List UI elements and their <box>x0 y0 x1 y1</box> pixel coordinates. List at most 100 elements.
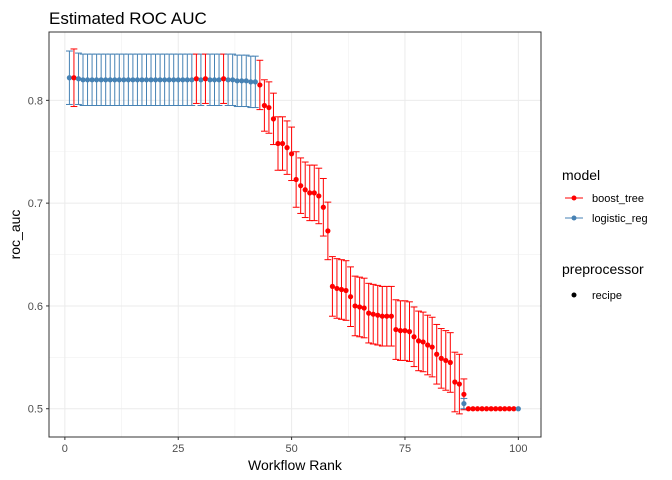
point-logistic_reg <box>98 77 104 83</box>
point-boost_tree <box>474 406 481 412</box>
point-logistic_reg <box>198 77 204 83</box>
point-boost_tree <box>338 286 345 293</box>
point-logistic_reg <box>139 77 145 83</box>
point-boost_tree <box>311 190 317 196</box>
point-logistic_reg <box>225 77 231 83</box>
point-boost_tree <box>302 187 308 193</box>
legend-label-boost-tree: boost_tree <box>592 193 644 205</box>
point-logistic_reg <box>89 77 95 83</box>
point-boost_tree <box>193 76 199 82</box>
point-logistic_reg <box>125 77 131 83</box>
point-boost_tree <box>465 406 472 412</box>
point-boost_tree <box>370 311 376 317</box>
point-logistic_reg <box>148 77 154 83</box>
point-boost_tree <box>397 328 404 334</box>
point-boost_tree <box>347 294 354 300</box>
point-boost_tree <box>456 381 462 387</box>
point-logistic_reg <box>134 77 141 83</box>
point-logistic_reg <box>121 77 127 83</box>
point-logistic_reg <box>207 77 213 83</box>
data-points <box>66 75 521 412</box>
point-boost_tree <box>288 151 295 157</box>
y-axis-title: roc_auc <box>7 210 23 260</box>
point-logistic_reg <box>461 400 467 407</box>
point-logistic_reg <box>162 77 168 83</box>
point-logistic_reg <box>234 78 240 84</box>
point-logistic_reg <box>75 76 82 82</box>
point-boost_tree <box>425 342 431 348</box>
point-logistic_reg <box>211 77 218 83</box>
legend-label-logistic-reg: logistic_reg <box>592 213 648 225</box>
x-axis-title: Workflow Rank <box>248 457 343 473</box>
x-tick-label: 0 <box>62 443 68 455</box>
point-boost_tree <box>375 312 381 318</box>
point-boost_tree <box>388 313 394 319</box>
point-logistic_reg <box>157 77 163 83</box>
y-tick-label: 0.8 <box>28 95 43 107</box>
point-boost_tree <box>202 76 209 82</box>
legend-shape-title: preprocessor <box>562 261 644 277</box>
legend-item-boost-tree: boost_tree <box>565 193 644 205</box>
x-tick-label: 75 <box>399 443 411 455</box>
point-boost_tree <box>497 406 503 412</box>
plot-panel-border <box>48 31 542 438</box>
point-boost_tree <box>71 75 77 81</box>
point-logistic_reg <box>239 78 245 84</box>
point-logistic_reg <box>180 77 186 83</box>
point-logistic_reg <box>171 77 177 83</box>
point-boost_tree <box>352 303 358 309</box>
point-boost_tree <box>384 313 390 319</box>
legend-item-logistic-reg: logistic_reg <box>565 213 648 225</box>
point-logistic_reg <box>152 77 159 83</box>
point-logistic_reg <box>243 78 249 84</box>
point-boost_tree <box>470 406 476 412</box>
point-logistic_reg <box>103 77 109 83</box>
legend: model boost_tree logistic_reg preprocess… <box>562 167 648 302</box>
point-boost_tree <box>366 310 372 316</box>
point-logistic_reg <box>116 77 122 83</box>
point-logistic_reg <box>230 77 236 83</box>
point-boost_tree <box>270 116 277 122</box>
point-boost_tree <box>266 104 272 111</box>
point-boost_tree <box>429 344 435 350</box>
y-tick-label: 0.5 <box>28 404 43 416</box>
point-boost_tree <box>506 406 512 412</box>
point-boost_tree <box>343 287 349 294</box>
point-boost_tree <box>298 183 304 189</box>
point-boost_tree <box>293 176 299 183</box>
point-boost_tree <box>275 140 281 147</box>
point-boost_tree <box>443 357 449 364</box>
point-boost_tree <box>434 351 440 357</box>
point-boost_tree <box>261 102 267 109</box>
legend-color-title: model <box>562 167 600 183</box>
point-boost_tree <box>479 406 485 412</box>
legend-key-dot-logistic-reg <box>571 215 577 221</box>
point-boost_tree <box>361 305 367 311</box>
legend-key-dot-boost-tree <box>571 195 577 201</box>
point-boost_tree <box>257 82 263 88</box>
legend-item-recipe: recipe <box>571 290 622 302</box>
chart-title: Estimated ROC AUC <box>49 9 207 28</box>
point-logistic_reg <box>216 77 222 83</box>
plot-background <box>49 32 541 437</box>
point-boost_tree <box>334 285 340 292</box>
point-logistic_reg <box>515 406 521 412</box>
point-logistic_reg <box>252 79 258 85</box>
x-tick-label: 25 <box>172 443 184 455</box>
point-boost_tree <box>316 193 322 199</box>
point-boost_tree <box>452 379 458 385</box>
point-boost_tree <box>483 406 490 412</box>
point-logistic_reg <box>94 77 100 83</box>
point-logistic_reg <box>84 77 91 83</box>
point-boost_tree <box>220 76 227 82</box>
point-logistic_reg <box>143 77 150 83</box>
point-boost_tree <box>502 406 508 412</box>
point-boost_tree <box>325 228 331 234</box>
point-boost_tree <box>493 406 499 412</box>
point-boost_tree <box>461 391 467 397</box>
point-boost_tree <box>415 338 422 344</box>
point-logistic_reg <box>112 77 118 83</box>
point-boost_tree <box>420 339 426 345</box>
point-logistic_reg <box>248 79 254 85</box>
